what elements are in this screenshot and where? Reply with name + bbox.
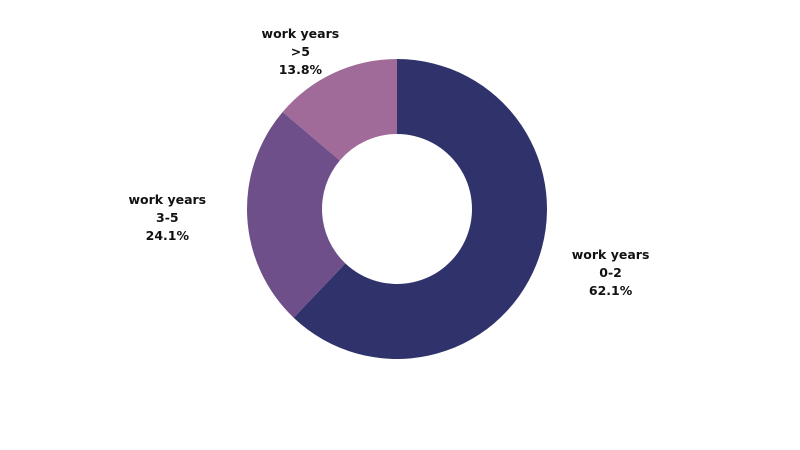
donut-slice — [282, 59, 397, 161]
value-label: 24.1% — [145, 228, 189, 244]
slice-label: work years >5 13.8% — [254, 25, 346, 79]
value-label: 13.8% — [278, 62, 323, 78]
category-label: work years 3-5 — [128, 192, 207, 226]
category-label: work years >5 — [261, 26, 340, 60]
slice-label: work years 3-5 24.1% — [121, 191, 213, 245]
donut-slice — [293, 59, 547, 359]
slice-label: work years 0-2 62.1% — [565, 246, 657, 300]
donut-slice — [247, 111, 346, 318]
value-label: 62.1% — [588, 283, 633, 298]
category-label: work years 0-2 — [571, 247, 650, 280]
